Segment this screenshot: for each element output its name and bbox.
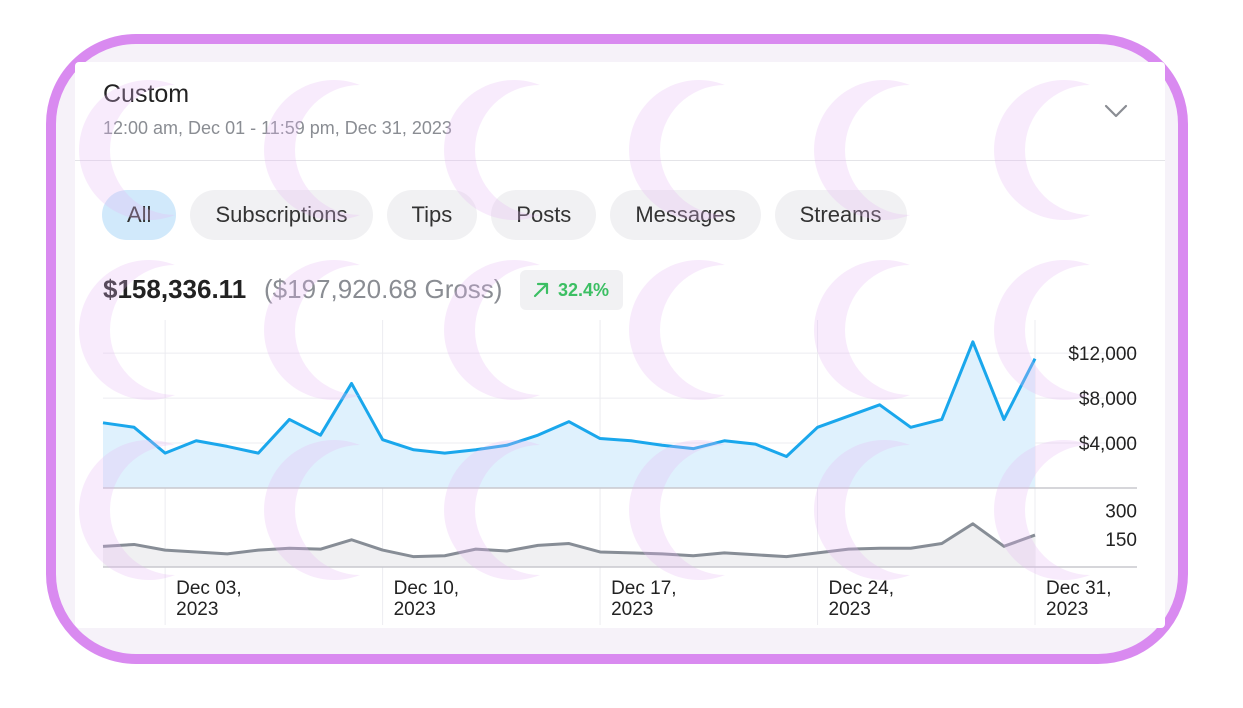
y-tick-label: 150 xyxy=(1105,530,1137,551)
tab-posts[interactable]: Posts xyxy=(491,190,597,240)
header-divider xyxy=(75,160,1165,161)
change-percent: 32.4% xyxy=(558,279,610,300)
tab-messages[interactable]: Messages xyxy=(610,190,761,240)
x-tick-label: Dec 17, xyxy=(611,578,676,599)
y-tick-label: 300 xyxy=(1105,502,1137,523)
y-tick-label: $8,000 xyxy=(1079,389,1137,410)
y-tick-label: $12,000 xyxy=(1068,344,1137,365)
gross-earnings: ($197,920.68 Gross) xyxy=(264,274,503,304)
x-tick-label: Dec 10, xyxy=(394,578,459,599)
x-tick-year: 2023 xyxy=(1046,599,1088,620)
tab-subscriptions[interactable]: Subscriptions xyxy=(190,190,373,240)
count-area xyxy=(103,523,1035,567)
tab-all[interactable]: All xyxy=(102,190,177,240)
x-tick-label: Dec 24, xyxy=(829,578,894,599)
x-tick-year: 2023 xyxy=(829,599,871,620)
earnings-area xyxy=(103,341,1035,488)
x-tick-label: Dec 03, xyxy=(176,578,241,599)
x-tick-year: 2023 xyxy=(394,599,436,620)
chevron-down-icon[interactable] xyxy=(1101,96,1131,126)
x-tick-year: 2023 xyxy=(611,599,653,620)
x-tick-year: 2023 xyxy=(176,599,218,620)
earnings-line xyxy=(102,340,1037,459)
x-tick-label: Dec 31, xyxy=(1046,578,1111,599)
net-earnings: $158,336.11 xyxy=(103,274,247,304)
y-tick-label: $4,000 xyxy=(1079,434,1137,455)
tab-streams[interactable]: Streams xyxy=(774,190,907,240)
tab-tips[interactable]: Tips xyxy=(386,190,478,240)
category-tabs: All Subscriptions Tips Posts Messages St… xyxy=(102,190,907,240)
count-line xyxy=(102,522,1036,559)
period-range: 12:00 am, Dec 01 - 11:59 pm, Dec 31, 202… xyxy=(103,118,452,138)
period-title: Custom xyxy=(103,80,190,108)
trend-up-icon xyxy=(533,282,549,298)
change-badge: 32.4% xyxy=(520,270,624,310)
